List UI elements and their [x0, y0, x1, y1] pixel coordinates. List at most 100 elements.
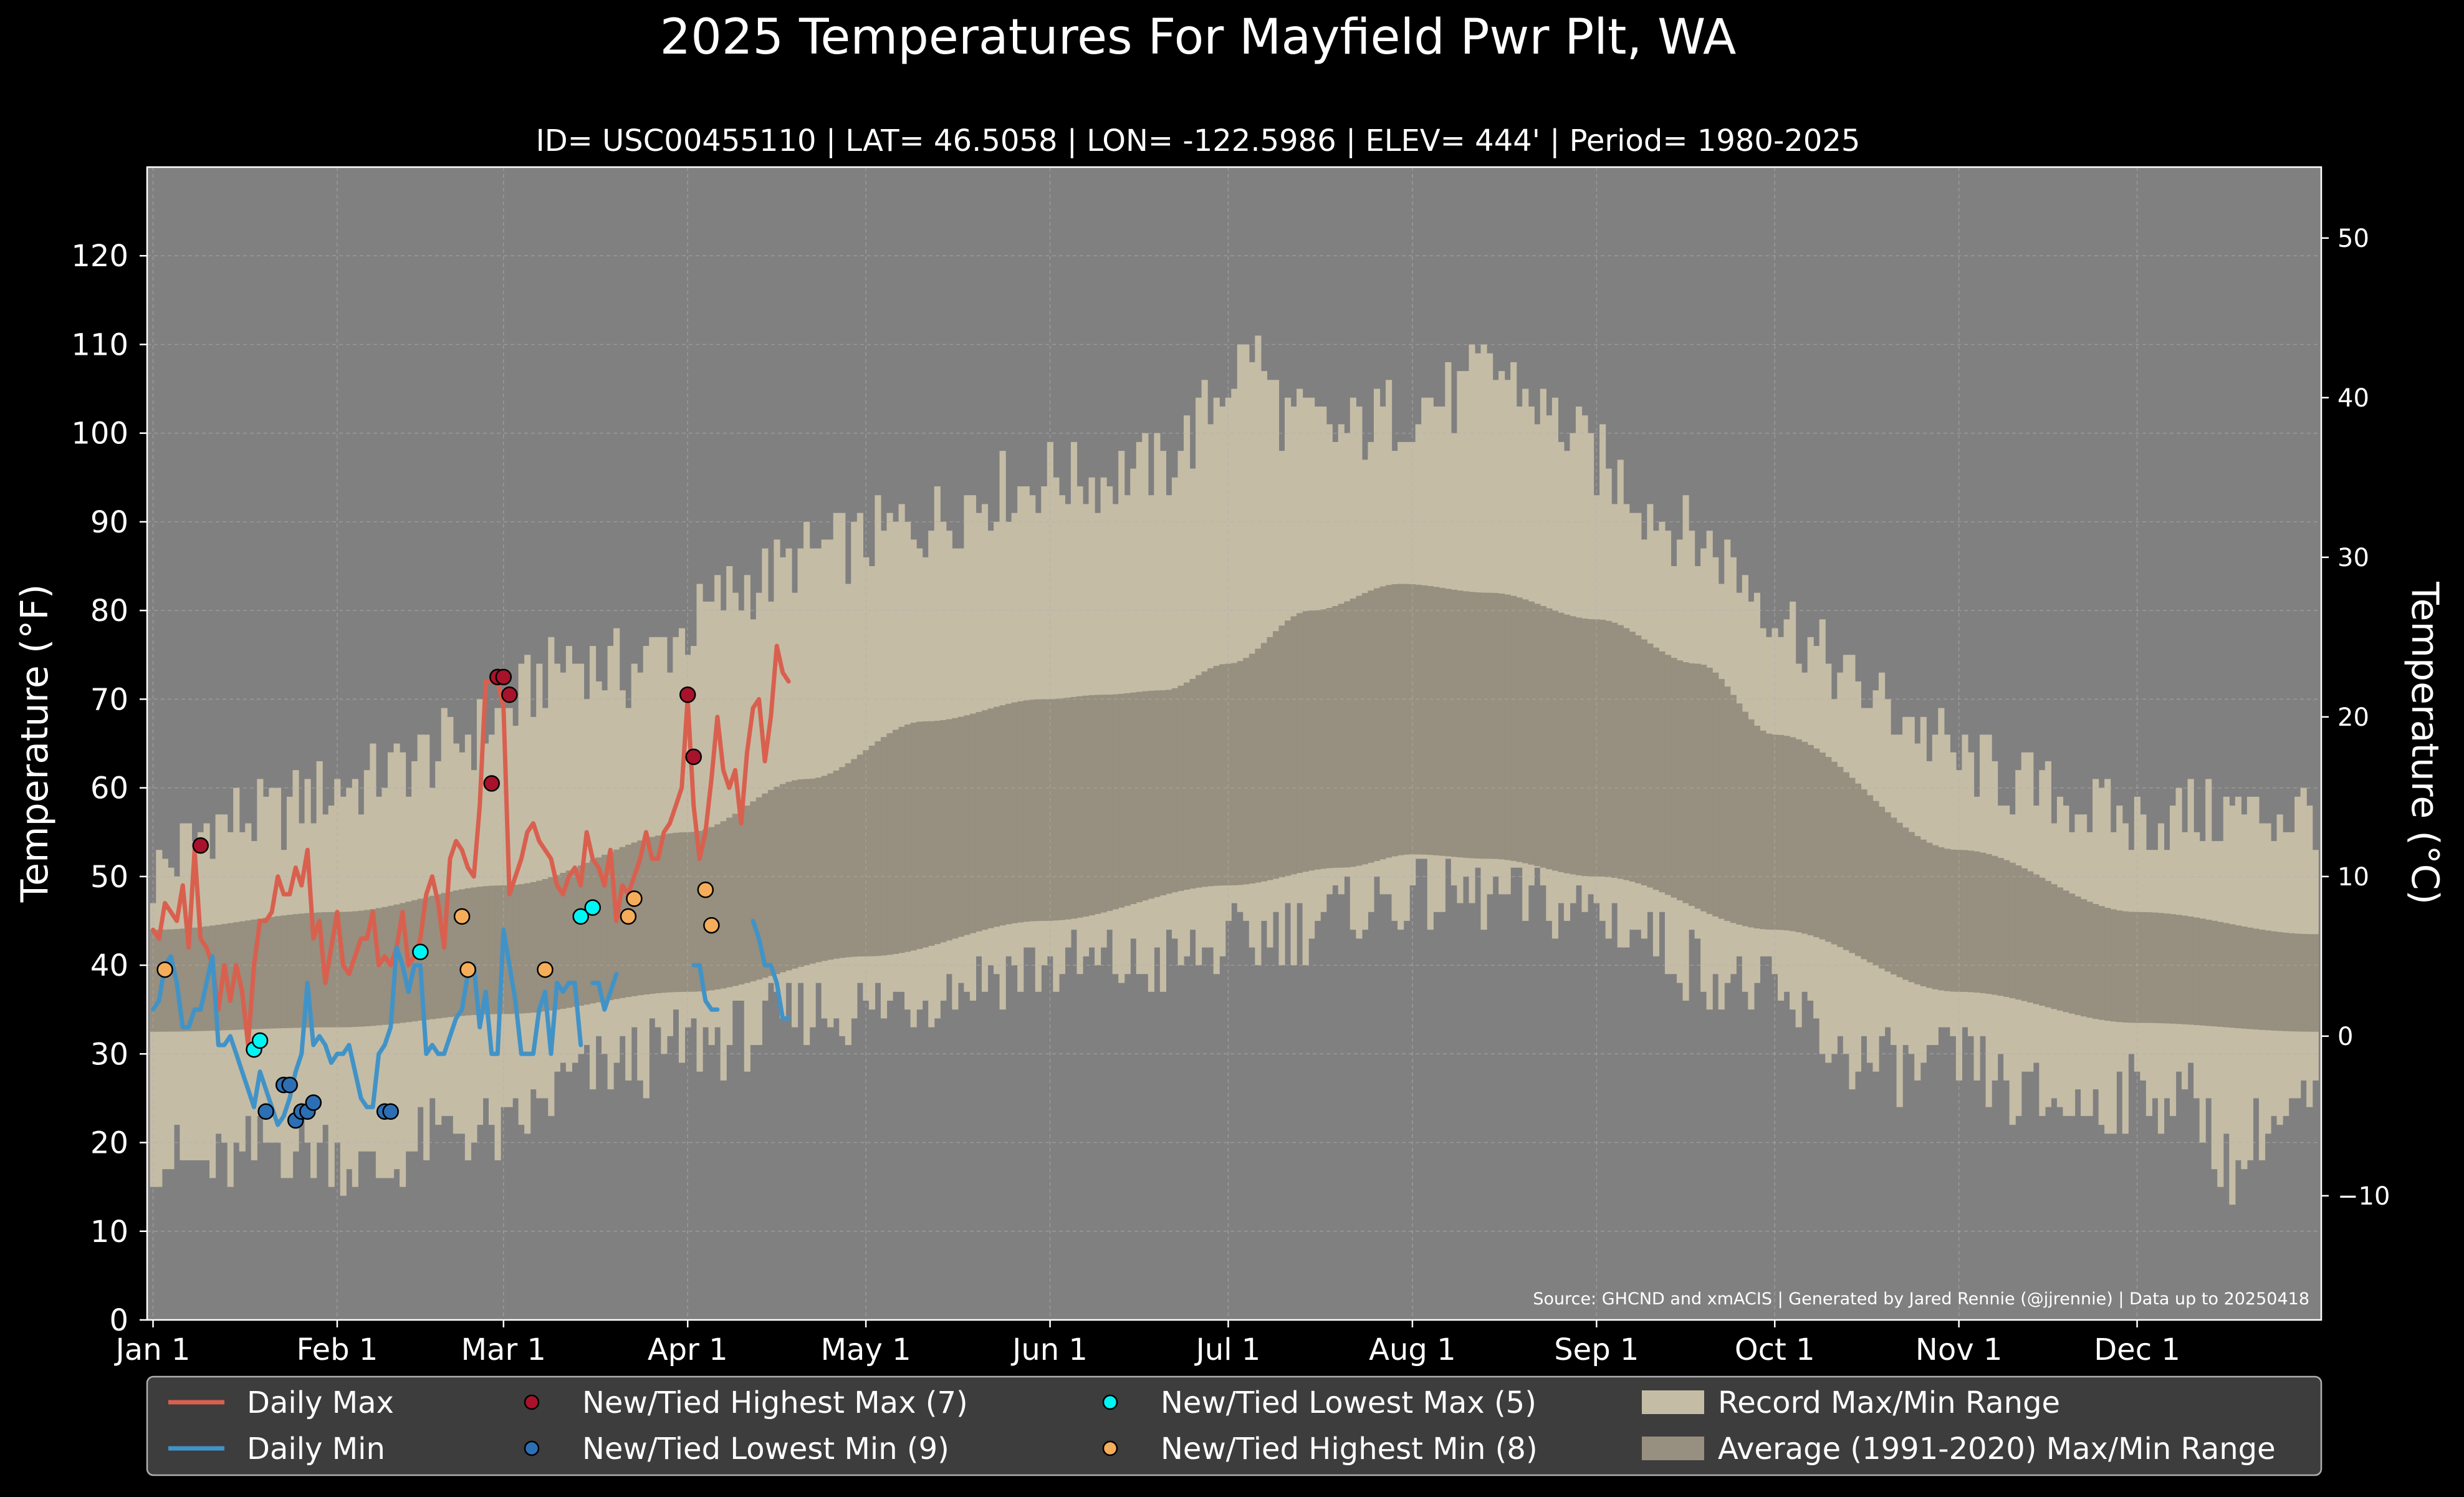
- normal-range-bar: [1528, 601, 1535, 865]
- legend-item: New/Tied Highest Min (8): [1102, 1432, 1538, 1466]
- normal-range-bar: [280, 915, 287, 1029]
- normal-range-bar: [1783, 736, 1790, 931]
- normal-range-bar: [2199, 918, 2206, 1026]
- normal-range-bar: [2140, 912, 2147, 1023]
- record-range-bar: [1201, 380, 1208, 948]
- record-range-bar: [856, 513, 863, 983]
- normal-range-bar: [2134, 912, 2140, 1023]
- normal-range-bar: [1255, 648, 1262, 883]
- record-marker: [453, 908, 471, 925]
- normal-range-bar: [1379, 586, 1386, 860]
- record-marker: [620, 908, 637, 925]
- normal-range-bar: [180, 928, 186, 1032]
- normal-range-bar: [2039, 877, 2046, 1006]
- normal-range-bar: [506, 885, 513, 1014]
- normal-range-bar: [1213, 665, 1220, 886]
- legend-box: [146, 1375, 2323, 1476]
- normal-range-bar: [1581, 619, 1588, 876]
- normal-range-bar: [1029, 700, 1036, 922]
- normal-range-bar: [702, 829, 709, 991]
- series-line: [750, 918, 791, 1021]
- record-marker: [459, 961, 476, 978]
- x-tick-label: Jun 1: [1010, 1332, 1088, 1367]
- normal-range-bar: [215, 925, 222, 1031]
- normal-range-bar: [2283, 932, 2289, 1031]
- normal-range-bar: [1136, 691, 1143, 903]
- legend-swatch-dot: [524, 1394, 540, 1410]
- normal-range-bar: [2276, 931, 2283, 1031]
- normal-range-bar: [1997, 857, 2004, 996]
- record-marker: [305, 1094, 322, 1111]
- normal-range-bar: [2175, 915, 2182, 1024]
- normal-range-bar: [619, 847, 626, 998]
- normal-range-bar: [1967, 850, 1975, 993]
- normal-range-bar: [1641, 639, 1647, 885]
- normal-range-bar: [2182, 915, 2188, 1024]
- normal-range-bar: [1730, 695, 1737, 923]
- normal-range-bar: [750, 801, 757, 981]
- normal-range-bar: [2116, 910, 2123, 1023]
- normal-range-bar: [880, 737, 888, 956]
- y-tick-label-left: 70: [90, 682, 128, 717]
- record-range-bar: [797, 548, 804, 983]
- normal-range-bar: [464, 888, 471, 1016]
- x-tick-label: Apr 1: [648, 1332, 728, 1367]
- normal-range-bar: [2110, 909, 2117, 1022]
- normal-range-bar: [257, 918, 264, 1029]
- normal-range-bar: [809, 778, 816, 964]
- normal-range-bar: [1386, 585, 1393, 858]
- normal-range-bar: [1492, 593, 1499, 859]
- normal-range-bar: [2145, 912, 2152, 1023]
- normal-range-bar: [1837, 767, 1844, 948]
- normal-range-bar: [441, 893, 448, 1018]
- chart-subtitle: ID= USC00455110 | LAT= 46.5058 | LON= -1…: [536, 123, 1861, 158]
- normal-range-bar: [762, 793, 769, 978]
- normal-range-bar: [910, 723, 917, 951]
- normal-range-bar: [1196, 675, 1202, 888]
- normal-range-bar: [1593, 619, 1600, 877]
- normal-range-bar: [310, 912, 317, 1028]
- x-tick-label: Nov 1: [1915, 1332, 2002, 1367]
- record-marker: [382, 1103, 399, 1120]
- record-range-bar: [1070, 441, 1078, 930]
- normal-range-bar: [370, 909, 376, 1026]
- normal-range-bar: [1588, 619, 1594, 877]
- normal-range-bar: [964, 715, 971, 935]
- normal-range-bar: [732, 814, 739, 986]
- legend: Daily Max New/Tied Highest Max (7) New/Tie…: [146, 1375, 2323, 1476]
- x-tick-label: Mar 1: [461, 1332, 546, 1367]
- normal-range-bar: [613, 849, 620, 999]
- normal-range-bar: [1225, 663, 1232, 886]
- record-marker: [572, 908, 589, 925]
- normal-range-bar: [1753, 725, 1761, 929]
- normal-range-bar: [1748, 719, 1755, 928]
- normal-range-bar: [2009, 862, 2016, 999]
- record-marker: [251, 1032, 269, 1049]
- normal-range-bar: [577, 865, 585, 1006]
- legend-label: New/Tied Lowest Min (9): [582, 1432, 949, 1466]
- normal-range-bar: [2122, 911, 2129, 1023]
- normal-range-bar: [1421, 585, 1428, 855]
- record-range-bar: [708, 601, 715, 1046]
- normal-range-bar: [352, 911, 358, 1028]
- normal-range-bar: [1480, 592, 1487, 859]
- normal-range-bar: [1320, 609, 1327, 869]
- normal-range-bar: [1570, 616, 1576, 875]
- normal-range-bar: [1297, 613, 1303, 874]
- record-range-bar: [1225, 397, 1232, 921]
- normal-range-bar: [1689, 663, 1695, 906]
- normal-range-bar: [1771, 734, 1778, 930]
- normal-range-bar: [1260, 643, 1268, 882]
- normal-range-bar: [684, 832, 691, 992]
- x-tick-label: Sep 1: [1554, 1332, 1639, 1367]
- normal-range-bar: [2312, 934, 2319, 1032]
- normal-range-bar: [245, 920, 252, 1030]
- normal-range-bar: [1112, 694, 1119, 910]
- normal-range-bar: [1237, 661, 1244, 885]
- normal-range-bar: [1095, 695, 1101, 914]
- normal-range-bar: [767, 789, 775, 976]
- normal-range-bar: [1664, 655, 1672, 895]
- y-tick-label-left: 120: [71, 239, 128, 274]
- normal-range-bar: [2003, 860, 2010, 997]
- record-range-bar: [654, 637, 661, 1028]
